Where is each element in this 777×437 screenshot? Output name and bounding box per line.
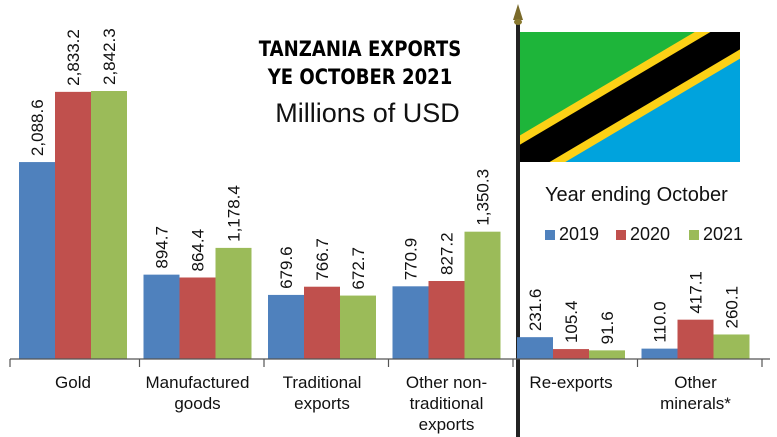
value-label-2019-4: 231.6 — [526, 289, 545, 332]
bars-layer — [19, 91, 750, 360]
chart-title: TANZANIA EXPORTS — [258, 37, 462, 61]
value-label-2020-1: 864.4 — [189, 229, 208, 272]
legend-item-2019: 2019 — [545, 224, 599, 245]
value-label-2021-4: 91.6 — [598, 311, 617, 344]
legend-item-2020: 2020 — [616, 224, 670, 245]
bar-2019-5 — [641, 348, 678, 359]
legend-item-2021: 2021 — [689, 224, 743, 245]
value-label-2020-5: 417.1 — [687, 271, 706, 314]
bar-2021-5 — [713, 334, 750, 359]
category-label-0: Gold — [55, 373, 91, 392]
category-label-5: minerals* — [660, 394, 731, 413]
legend-label-2019: 2019 — [559, 224, 600, 244]
legend-swatch-2020 — [616, 229, 626, 240]
value-label-2020-4: 105.4 — [562, 301, 581, 344]
flag-finial-base — [514, 19, 522, 25]
bar-2020-4 — [553, 349, 589, 359]
legend-title: Year ending October — [545, 184, 728, 206]
value-label-2021-2: 672.7 — [349, 247, 368, 290]
bar-2019-3 — [392, 286, 429, 359]
value-label-2019-5: 110.0 — [651, 301, 670, 342]
flag-body — [520, 32, 740, 162]
category-labels-layer: Gold Manufactured goods Traditional exports O… — [55, 373, 731, 434]
category-label-4: Re-exports — [529, 373, 612, 392]
bar-2019-0 — [19, 162, 55, 359]
category-label-3: exports — [419, 415, 475, 434]
value-label-2019-1: 894.7 — [153, 226, 172, 269]
value-label-2019-2: 679.6 — [277, 246, 296, 289]
category-label-1: goods — [174, 394, 220, 413]
flag-black-band — [520, 32, 740, 162]
bar-2021-0 — [91, 91, 127, 359]
category-label-3: Other non- — [406, 373, 487, 392]
category-label-2: exports — [294, 394, 350, 413]
legend-label-2021: 2021 — [703, 224, 744, 244]
category-label-2: Traditional — [283, 373, 362, 392]
tanzania-flag-icon — [513, 4, 740, 437]
chart-title-line2: YE OCTOBER 2021 — [267, 65, 453, 89]
bar-2020-0 — [55, 91, 91, 360]
value-label-2020-3: 827.2 — [438, 232, 457, 275]
legend-swatch-2019 — [545, 229, 555, 240]
bar-2020-1 — [179, 277, 216, 359]
legend-swatch-2021 — [689, 229, 699, 240]
category-label-5: Other — [674, 373, 717, 392]
x-axis — [9, 358, 770, 367]
bar-2021-2 — [340, 295, 376, 359]
bar-2021-1 — [215, 247, 252, 359]
value-label-2021-0: 2,842.3 — [100, 28, 119, 85]
category-label-1: Manufactured — [146, 373, 250, 392]
bar-2019-2 — [268, 294, 304, 359]
chart-subtitle: Millions of USD — [275, 98, 460, 128]
value-label-2021-1: 1,178.4 — [225, 185, 244, 242]
bar-2020-3 — [428, 281, 465, 359]
bar-2020-2 — [304, 286, 340, 359]
legend-label-2020: 2020 — [630, 224, 671, 244]
flag-finial — [513, 4, 523, 20]
value-label-2021-3: 1,350.3 — [474, 169, 493, 226]
bar-2021-3 — [464, 231, 501, 359]
bar-2021-4 — [589, 350, 625, 359]
bar-2020-5 — [677, 319, 714, 359]
value-label-2019-0: 2,088.6 — [28, 99, 47, 156]
value-label-2019-3: 770.9 — [402, 238, 421, 281]
value-label-2020-2: 766.7 — [313, 238, 332, 281]
value-label-2020-0: 2,833.2 — [64, 29, 83, 86]
category-label-3: traditional — [410, 394, 484, 413]
value-labels-layer: 2,088.6 2,833.2 2,842.3 894.7 864.4 1,178.4 67… — [28, 28, 742, 344]
bar-2019-4 — [517, 337, 553, 359]
value-label-2021-5: 260.1 — [723, 286, 742, 329]
bar-2019-1 — [143, 274, 180, 359]
